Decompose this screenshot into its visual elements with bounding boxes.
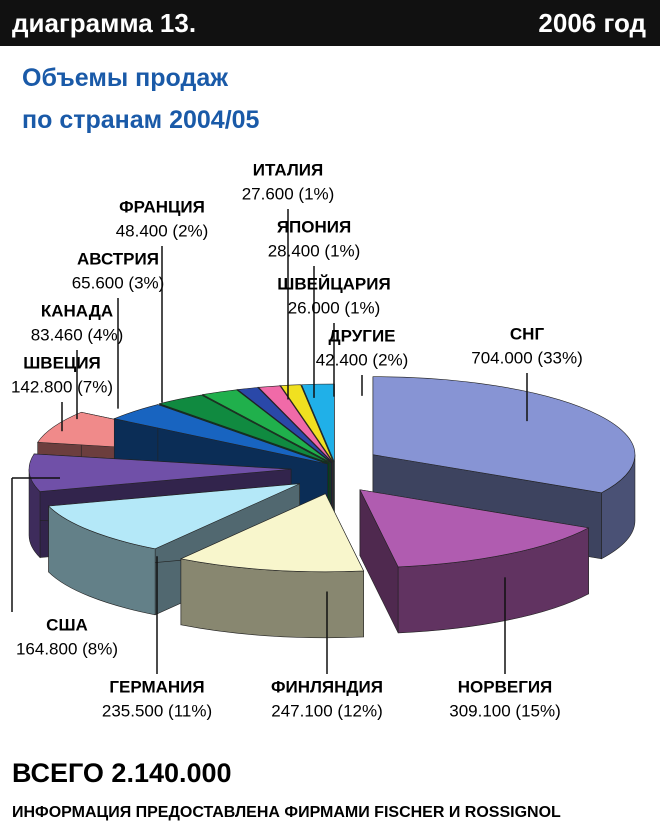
category-label: АВСТРИЯ: [77, 249, 159, 268]
slice: [179, 493, 365, 639]
value-label: 247.100 (12%): [271, 701, 383, 720]
category-label: ФИНЛЯНДИЯ: [271, 677, 383, 696]
value-label: 83.460 (4%): [31, 325, 124, 344]
header-right: 2006 год: [538, 8, 646, 38]
slice-top: [158, 394, 330, 464]
total: ВСЕГО 2.140.000: [12, 758, 232, 788]
slice-top: [47, 483, 300, 550]
value-label: 27.600 (1%): [242, 184, 335, 203]
slice-top: [28, 453, 292, 492]
chart-title: Объемы продаж: [22, 64, 228, 92]
category-label: ШВЕЦИЯ: [23, 353, 101, 372]
header-bar: диаграмма 13. 2006 год: [0, 0, 660, 46]
category-label: ИТАЛИЯ: [253, 160, 323, 179]
source: ИНФОРМАЦИЯ ПРЕДОСТАВЛЕНА ФИРМАМИ FISCHER…: [12, 804, 561, 821]
value-label: 235.500 (11%): [102, 701, 212, 720]
slice-top: [179, 493, 365, 573]
value-label: 309.100 (15%): [449, 701, 561, 720]
value-label: 164.800 (8%): [16, 639, 118, 658]
category-label: ГЕРМАНИЯ: [109, 677, 204, 696]
value-label: 65.600 (3%): [72, 273, 165, 292]
category-label: КАНАДА: [41, 301, 113, 320]
header-left: диаграмма 13.: [12, 8, 197, 38]
value-label: 42.400 (2%): [316, 350, 409, 369]
value-label: 704.000 (33%): [471, 348, 583, 367]
slice-top: [280, 384, 334, 463]
slice-top: [257, 385, 333, 463]
slice-top: [236, 387, 333, 463]
category-label: ЯПОНИЯ: [277, 217, 351, 236]
category-label: ДРУГИЕ: [329, 326, 396, 345]
slice-top: [372, 376, 636, 494]
slice: [359, 489, 590, 634]
category-label: СНГ: [510, 324, 545, 343]
category-label: ФРАНЦИЯ: [119, 197, 205, 216]
slice-top: [113, 404, 328, 465]
category-label: США: [46, 615, 88, 634]
category-label: ШВЕЙЦАРИЯ: [277, 274, 390, 293]
category-label: НОРВЕГИЯ: [458, 677, 553, 696]
chart: СНГ 704.000 (33%) НОРВЕГИЯ 309.100 (15%) ФИН…: [11, 160, 636, 720]
value-label: 28.400 (1%): [268, 241, 361, 260]
chart-title: по странам 2004/05: [22, 106, 260, 134]
slice-top: [359, 489, 590, 568]
slice-top: [201, 389, 331, 463]
value-label: 142.800 (7%): [11, 377, 113, 396]
value-label: 48.400 (2%): [116, 221, 209, 240]
value-label: 26.000 (1%): [288, 298, 381, 317]
